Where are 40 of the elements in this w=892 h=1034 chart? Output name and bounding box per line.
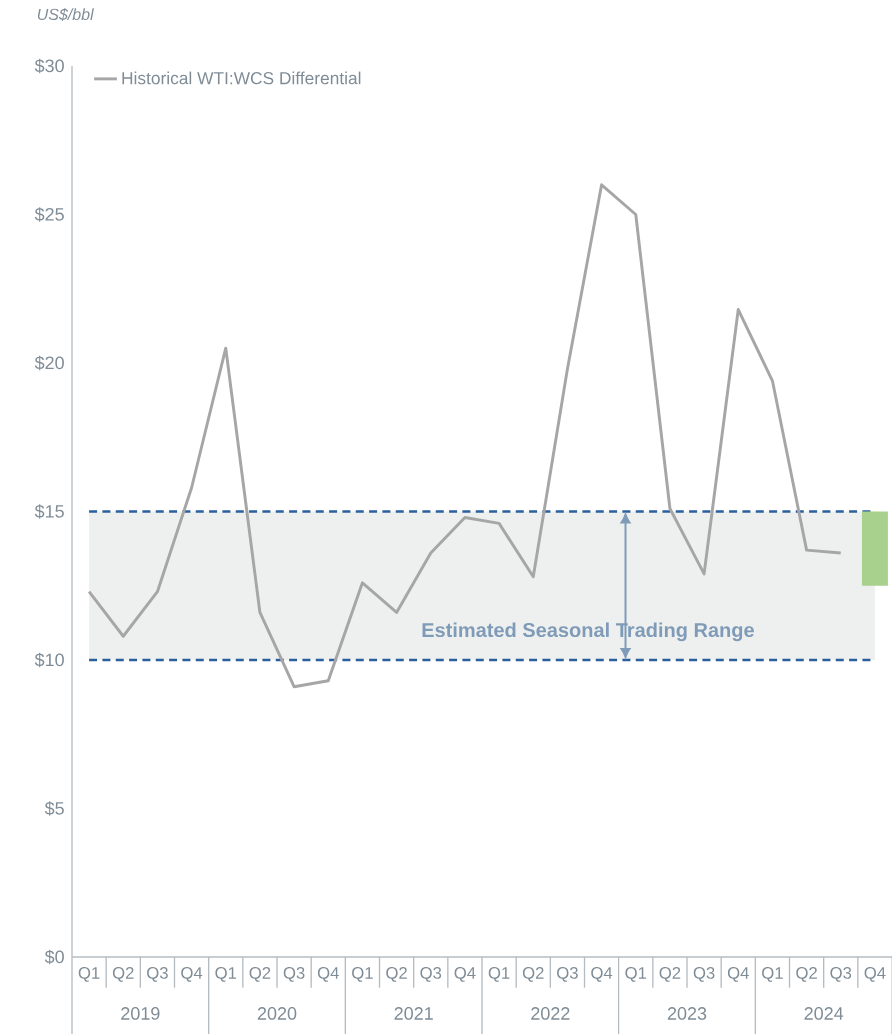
y-tick-label: $0 bbox=[44, 949, 64, 965]
x-tick-label: Q2 bbox=[112, 967, 134, 982]
line-series bbox=[87, 183, 843, 689]
text: 2019 bbox=[121, 1007, 160, 1020]
y-tick-label: $30 bbox=[34, 58, 64, 74]
x-tick-label: Q3 bbox=[693, 967, 715, 982]
y-tick-label: $20 bbox=[34, 355, 64, 371]
x-tick-label: Q4 bbox=[591, 967, 613, 982]
x-tick-label: Q3 bbox=[283, 967, 305, 982]
x-tick-label: Q2 bbox=[659, 967, 681, 982]
y-tick-label: $10 bbox=[34, 652, 64, 668]
x-tick-label: Q2 bbox=[796, 967, 817, 982]
text: 2024 bbox=[804, 1007, 844, 1020]
x-tick-label: Q1 bbox=[762, 967, 783, 982]
x-tick-label: Q1 bbox=[488, 967, 510, 982]
text: 2022 bbox=[531, 1007, 570, 1020]
x-tick-label: Q1 bbox=[215, 967, 237, 982]
x-tick-label: Q3 bbox=[420, 967, 442, 982]
x-tick-label: Q2 bbox=[386, 967, 407, 982]
text: 2021 bbox=[394, 1007, 433, 1020]
y-tick-label: $25 bbox=[34, 207, 64, 222]
x-tick-label: Q2 bbox=[522, 967, 544, 982]
y-tick-label: $5 bbox=[44, 801, 64, 816]
x-tick-label: Q3 bbox=[830, 967, 852, 982]
legend-label: Historical WTI:WCS Differential bbox=[122, 71, 361, 85]
x-tick-label: Q4 bbox=[864, 967, 886, 982]
x-tick-label: Q3 bbox=[147, 967, 168, 982]
x-tick-label: Q4 bbox=[727, 967, 749, 982]
x-tick-label: Q1 bbox=[352, 967, 373, 982]
y-axis-title: US$/bbl bbox=[37, 8, 94, 21]
x-tick-label: Q2 bbox=[249, 967, 271, 982]
y-tick-label: $15 bbox=[34, 504, 64, 519]
x-tick-label: Q3 bbox=[557, 967, 578, 982]
x-tick-label: Q4 bbox=[317, 967, 339, 982]
x-tick-label: Q4 bbox=[454, 967, 476, 982]
x-tick-label: Q1 bbox=[625, 967, 647, 982]
text: 2020 bbox=[257, 1007, 297, 1020]
x-tick-label: Q1 bbox=[78, 967, 100, 982]
x-tick-label: Q4 bbox=[181, 967, 203, 982]
text: 2023 bbox=[667, 1007, 707, 1020]
